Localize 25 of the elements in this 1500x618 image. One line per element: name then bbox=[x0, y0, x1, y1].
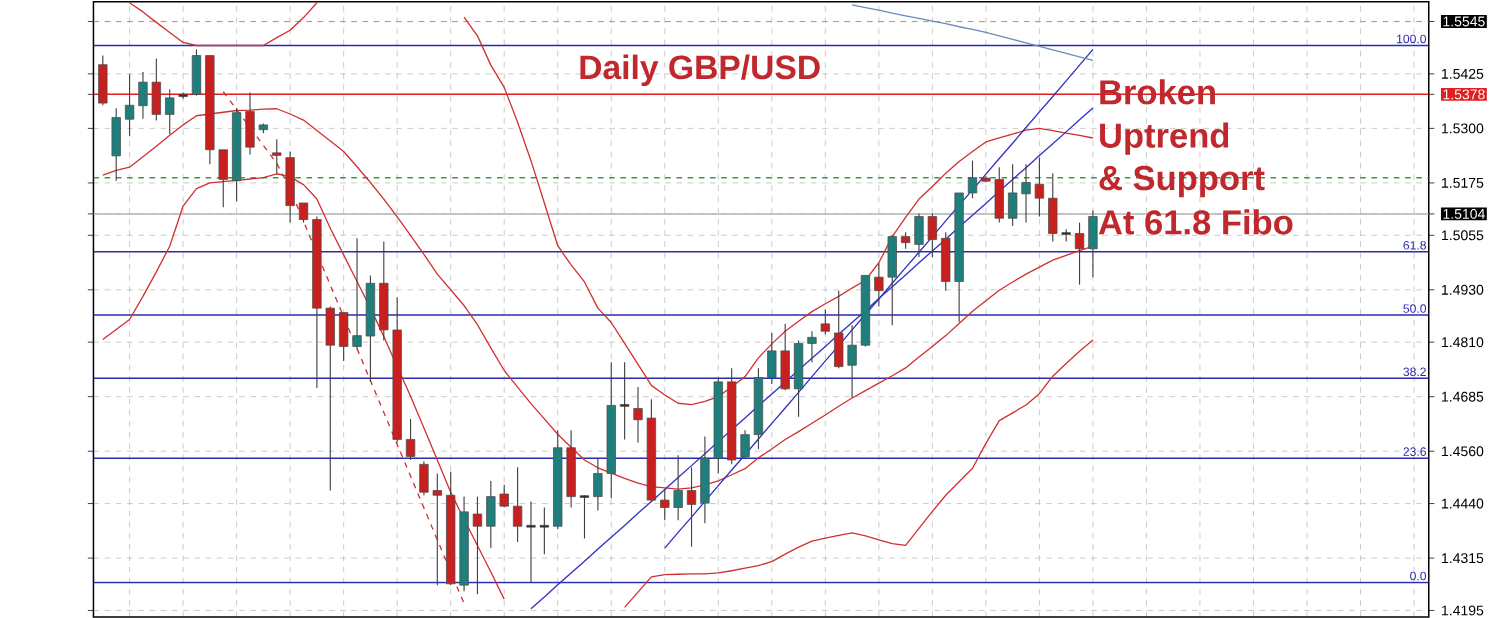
candlestick bbox=[1074, 221, 1085, 285]
candlestick bbox=[165, 88, 175, 135]
annotation: At 61.8 Fibo bbox=[1098, 208, 1293, 235]
candlestick bbox=[1088, 209, 1098, 278]
candlestick bbox=[793, 339, 804, 417]
candlestick bbox=[191, 48, 202, 96]
candlestick bbox=[807, 330, 817, 363]
candlestick bbox=[1048, 172, 1058, 242]
line-series bbox=[851, 3, 1094, 61]
candlestick bbox=[285, 150, 295, 223]
candlestick bbox=[111, 107, 121, 181]
candlestick bbox=[298, 201, 309, 223]
text: Uptrend bbox=[1100, 122, 1229, 155]
candlestick bbox=[820, 308, 830, 335]
candlestick bbox=[405, 417, 416, 461]
annotation: & Support bbox=[1099, 165, 1265, 197]
candlestick bbox=[272, 138, 282, 174]
candlestick bbox=[98, 54, 108, 106]
candlestick bbox=[472, 495, 483, 595]
candlestick bbox=[512, 466, 523, 543]
text: Daily GBP/USD bbox=[580, 54, 820, 86]
candlestick bbox=[686, 466, 697, 547]
candlestick bbox=[579, 494, 590, 539]
candlestick bbox=[620, 361, 630, 440]
candlestick bbox=[967, 159, 978, 199]
